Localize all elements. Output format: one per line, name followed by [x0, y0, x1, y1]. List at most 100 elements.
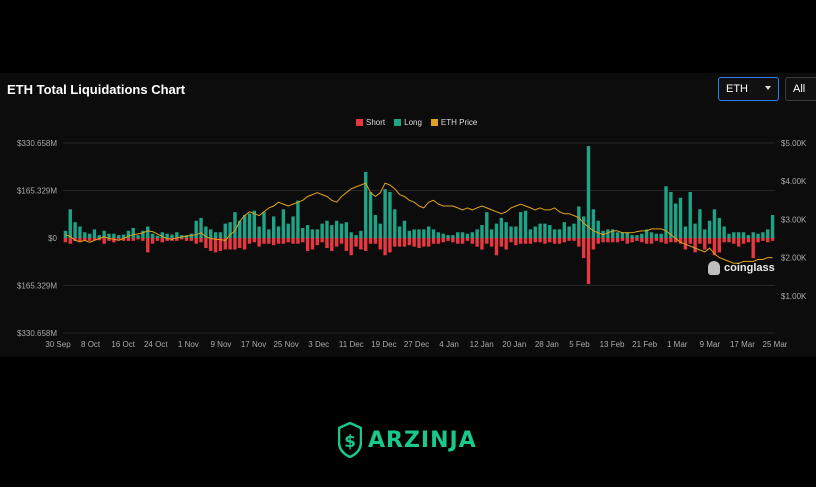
short-bar	[446, 238, 450, 241]
eth-price-line	[65, 182, 773, 264]
short-bar	[242, 238, 247, 250]
short-bar	[523, 238, 528, 244]
short-bar	[732, 238, 736, 244]
y-right-tick-label: $5.00K	[781, 139, 807, 148]
short-bar	[703, 238, 707, 250]
short-bar	[117, 238, 121, 240]
asset-select[interactable]: ETH	[718, 77, 779, 101]
long-bar	[354, 235, 358, 238]
long-bar	[131, 227, 135, 238]
long-bar	[717, 217, 721, 238]
long-bar	[640, 233, 644, 238]
range-select-value: All	[793, 83, 806, 95]
short-bar	[228, 238, 232, 250]
short-bar	[586, 238, 591, 284]
short-bar	[465, 238, 470, 241]
long-bar	[509, 226, 513, 238]
short-bar	[238, 238, 242, 249]
short-bar	[644, 238, 649, 244]
long-bar	[426, 226, 431, 238]
long-bar	[625, 232, 629, 238]
long-bar	[751, 232, 755, 238]
long-bar	[238, 220, 242, 238]
short-bar	[504, 238, 508, 250]
short-bar	[635, 238, 639, 241]
long-bar	[107, 233, 111, 238]
x-tick-label: 16 Oct	[111, 340, 135, 349]
x-tick-label: 25 Mar	[763, 340, 788, 349]
short-bar	[339, 238, 344, 244]
range-select[interactable]: All	[785, 77, 816, 101]
long-bar	[446, 235, 450, 238]
short-bar	[150, 238, 155, 244]
long-bar	[543, 223, 547, 238]
long-bar	[746, 235, 751, 238]
long-bar	[97, 235, 102, 238]
short-bar	[722, 238, 726, 243]
legend-item-price[interactable]: ETH Price	[430, 118, 477, 127]
long-bar	[562, 222, 567, 238]
long-bar	[514, 226, 518, 238]
legend-item-short[interactable]: Short	[356, 118, 385, 127]
long-bar	[199, 217, 203, 238]
long-bar	[727, 233, 731, 238]
long-bar	[78, 226, 82, 238]
long-bar	[121, 234, 126, 238]
x-tick-label: 21 Feb	[632, 340, 657, 349]
short-bar	[422, 238, 426, 247]
long-bar	[160, 232, 164, 238]
short-bar	[194, 238, 198, 244]
long-bar	[378, 223, 382, 238]
long-bar	[761, 232, 765, 238]
long-bar	[756, 233, 760, 238]
short-bar	[107, 238, 111, 241]
short-bar	[402, 238, 407, 247]
long-bar	[276, 226, 281, 238]
long-bar	[349, 232, 353, 238]
short-bar	[286, 238, 290, 243]
short-bar	[344, 238, 349, 251]
short-bar	[179, 238, 184, 240]
short-bar	[301, 238, 305, 243]
long-bar	[165, 233, 169, 238]
long-bar	[141, 230, 145, 238]
short-bar	[519, 238, 523, 244]
long-bar	[112, 233, 116, 238]
watermark: coinglass	[708, 261, 775, 275]
long-bar	[465, 233, 470, 238]
long-bar	[635, 235, 639, 238]
y-left-tick-label: $330.658M	[17, 139, 57, 148]
long-bar	[538, 223, 542, 238]
short-bar	[426, 238, 431, 247]
short-bar	[364, 238, 368, 251]
long-bar	[732, 232, 736, 238]
long-bar	[577, 206, 581, 238]
watermark-text: coinglass	[724, 262, 775, 274]
short-bar	[581, 238, 586, 259]
legend-item-long[interactable]: Long	[394, 118, 422, 127]
long-bar	[489, 229, 494, 238]
short-bar	[388, 238, 392, 253]
long-bar	[596, 220, 600, 238]
short-bar	[431, 238, 436, 244]
legend-swatch-short	[356, 119, 363, 126]
long-bar	[644, 229, 649, 238]
x-tick-label: 11 Dec	[339, 340, 364, 349]
short-bar	[548, 238, 552, 243]
long-bar	[431, 229, 436, 238]
short-bar	[611, 238, 615, 243]
long-bar	[707, 220, 712, 238]
long-bar	[615, 232, 620, 238]
long-bar	[339, 223, 344, 238]
short-bar	[746, 238, 751, 243]
short-bar	[688, 238, 692, 244]
long-bar	[649, 232, 654, 238]
long-bar	[296, 200, 300, 238]
long-bar	[320, 223, 324, 238]
short-bar	[727, 238, 731, 243]
coinglass-logo-icon	[708, 261, 720, 275]
long-bar	[364, 171, 368, 238]
short-bar	[334, 238, 339, 247]
short-bar	[766, 238, 770, 243]
